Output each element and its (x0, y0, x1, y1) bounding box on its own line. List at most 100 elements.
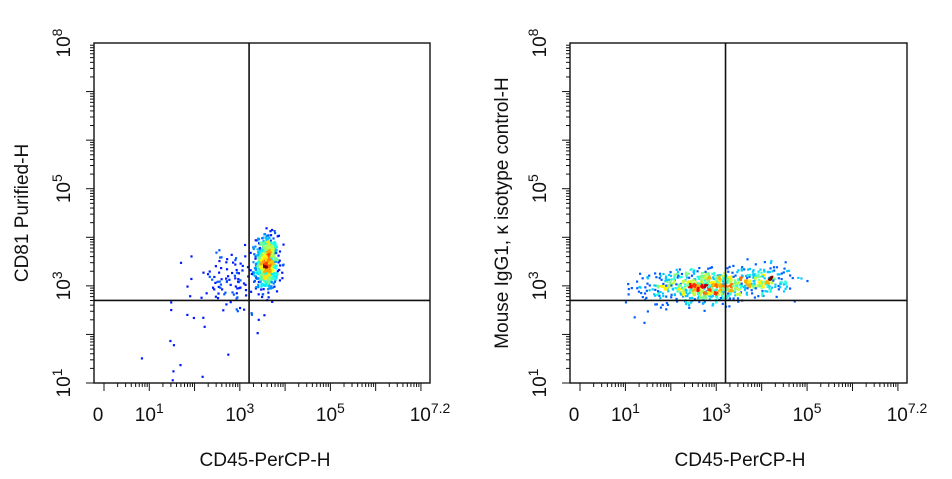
event-point (662, 294, 665, 298)
event-point (256, 272, 259, 275)
event-point (702, 271, 705, 275)
event-point (677, 283, 680, 287)
event-point (270, 276, 273, 279)
event-point (216, 280, 219, 283)
event-point (734, 282, 737, 285)
event-point (272, 255, 275, 258)
event-point (265, 255, 268, 258)
event-point (673, 275, 676, 278)
event-point (234, 285, 237, 288)
event-point (721, 292, 725, 295)
event-point (232, 293, 235, 296)
event-point (268, 276, 271, 279)
event-point (673, 279, 676, 283)
event-point (700, 271, 704, 275)
event-point (712, 291, 715, 294)
event-point (700, 283, 704, 287)
event-point (710, 294, 713, 297)
event-point (256, 254, 259, 257)
event-point (257, 252, 260, 255)
event-point (691, 291, 694, 295)
event-point (220, 288, 224, 291)
event-point (206, 273, 210, 276)
event-point (664, 277, 667, 280)
event-point (691, 283, 695, 286)
event-point (234, 258, 237, 262)
event-point (678, 268, 681, 271)
event-point (669, 271, 672, 274)
event-point (715, 279, 718, 282)
event-point (258, 242, 261, 245)
event-point (228, 278, 231, 281)
event-point (714, 288, 717, 291)
event-point (684, 300, 688, 304)
event-point (234, 277, 237, 280)
event-point (270, 252, 274, 256)
event-point (721, 274, 724, 277)
event-point (272, 253, 275, 256)
event-point (261, 293, 264, 296)
event-point (272, 269, 275, 273)
event-point (624, 301, 628, 304)
event-point (265, 242, 268, 245)
event-point (752, 283, 755, 286)
event-point (237, 272, 240, 275)
event-point (244, 288, 248, 292)
event-point (702, 294, 705, 297)
event-point (262, 242, 265, 246)
event-point (239, 262, 242, 265)
event-point (793, 300, 796, 303)
event-point (777, 288, 780, 291)
event-point (721, 302, 724, 306)
event-point (703, 309, 706, 312)
event-point (763, 277, 766, 280)
event-point (258, 247, 261, 250)
event-point (680, 272, 684, 276)
event-point (270, 285, 273, 288)
event-point (640, 291, 643, 295)
event-point (779, 286, 782, 289)
event-point (641, 277, 644, 280)
event-point (262, 273, 265, 276)
event-point (673, 293, 677, 297)
event-point (703, 300, 706, 303)
event-point (708, 295, 711, 298)
event-point (661, 285, 664, 289)
event-point (270, 244, 273, 248)
event-point (697, 291, 701, 294)
event-point (718, 291, 721, 294)
event-point (692, 293, 695, 296)
event-point (713, 272, 716, 275)
event-point (704, 274, 707, 277)
event-point (750, 282, 753, 286)
event-point (705, 294, 708, 297)
event-point (267, 234, 270, 237)
event-point (709, 281, 713, 284)
event-point (208, 270, 211, 273)
event-point (697, 292, 700, 295)
event-point (761, 291, 764, 295)
event-point (241, 264, 244, 268)
event-point (265, 264, 268, 268)
event-point (690, 301, 693, 304)
event-point (722, 284, 725, 288)
event-point (272, 246, 275, 250)
event-point (740, 274, 744, 277)
x-tick-label: 105 (793, 400, 822, 426)
event-point (752, 269, 755, 272)
event-point (725, 274, 728, 278)
event-point (716, 275, 719, 278)
event-point (695, 289, 698, 292)
event-point (260, 282, 264, 286)
event-point (783, 290, 786, 293)
event-point (734, 289, 737, 292)
event-point (703, 285, 706, 289)
event-point (722, 276, 725, 279)
event-point (266, 255, 270, 258)
event-point (762, 286, 765, 289)
event-point (266, 264, 269, 267)
event-point (731, 290, 734, 293)
event-point (262, 236, 265, 239)
event-point (761, 289, 764, 293)
event-point (748, 281, 751, 284)
